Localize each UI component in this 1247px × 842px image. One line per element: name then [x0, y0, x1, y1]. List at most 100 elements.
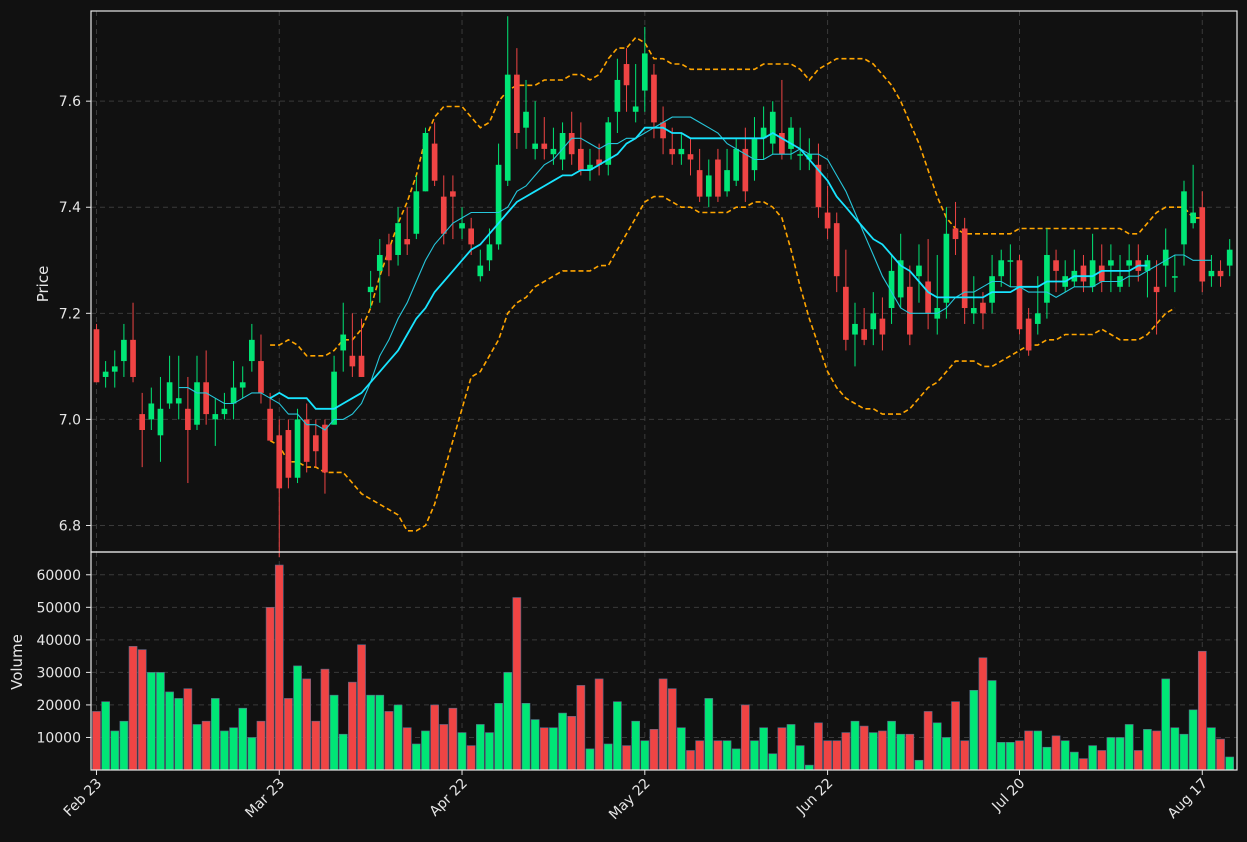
volume-bar — [274, 564, 284, 771]
volume-bar — [165, 691, 174, 771]
volume-bars — [92, 564, 1235, 771]
volume-bar — [1042, 746, 1052, 771]
volume-bar — [1161, 678, 1171, 771]
volume-bar — [503, 672, 513, 771]
volume-tick-label: 10000 — [36, 730, 81, 746]
candle-body — [194, 382, 200, 425]
volume-bar — [110, 730, 120, 771]
candle-body — [1034, 313, 1041, 324]
volume-bar — [1033, 730, 1043, 771]
candle-body — [157, 408, 164, 436]
volume-bar — [256, 720, 266, 771]
candle-body — [806, 154, 813, 160]
volume-bar — [1024, 730, 1033, 771]
candle-body — [276, 435, 283, 489]
candle-body — [121, 339, 127, 362]
candle-body — [1190, 212, 1196, 224]
volume-bar — [613, 701, 622, 771]
candle-body — [358, 355, 365, 377]
volume-bar — [137, 649, 147, 771]
volume-bar — [1006, 742, 1015, 771]
candle-body — [897, 260, 904, 298]
candle-body — [651, 74, 657, 123]
volume-bar — [768, 753, 778, 771]
volume-bar — [1188, 709, 1198, 771]
price-axis-label: Price — [34, 266, 52, 303]
candle-body — [687, 154, 694, 160]
volume-bar — [713, 740, 723, 771]
volume-bar — [649, 729, 659, 771]
candle-body — [623, 64, 630, 86]
volume-bar — [521, 702, 531, 771]
volume-bar — [119, 720, 129, 771]
sma-fast-line — [178, 116, 1212, 431]
volume-bar — [192, 724, 202, 771]
candle-body — [495, 164, 502, 245]
volume-bar — [412, 743, 421, 771]
volume-bar — [823, 740, 832, 771]
volume-bar — [311, 720, 321, 771]
candle-body — [1044, 254, 1050, 303]
volume-bar — [987, 680, 997, 771]
volume-axis-label: Volume — [8, 634, 26, 690]
volume-bar — [695, 740, 704, 771]
candle-body — [779, 132, 785, 155]
volume-bar — [594, 678, 604, 771]
candle-body — [221, 408, 228, 415]
candle-body — [879, 318, 886, 335]
volume-bar — [539, 727, 549, 771]
volume-bar — [868, 732, 878, 771]
candle-body — [815, 164, 822, 208]
candle-body — [906, 286, 913, 335]
volume-bar — [1106, 737, 1116, 771]
candle-body — [1181, 191, 1187, 245]
volume-bar — [658, 678, 668, 771]
candle-body — [705, 175, 712, 197]
volume-bar — [923, 711, 933, 771]
candle-body — [559, 132, 566, 160]
candle-body — [852, 323, 858, 335]
candle-body — [1162, 249, 1169, 266]
candle-body — [641, 53, 648, 91]
candle-body — [523, 111, 529, 128]
candle-body — [550, 148, 557, 155]
volume-bar — [293, 665, 302, 771]
candle-body — [166, 382, 173, 404]
price-tick-label: 7.2 — [59, 306, 81, 322]
volume-bar — [210, 698, 220, 771]
volume-bar — [201, 720, 211, 771]
volume-bar — [229, 727, 238, 771]
candle-body — [724, 170, 730, 192]
candle-body — [961, 228, 968, 309]
volume-bar — [329, 694, 339, 771]
candle-body — [1053, 260, 1059, 271]
candle-body — [285, 430, 292, 478]
volume-bar — [585, 748, 595, 771]
candle-body — [102, 371, 109, 377]
volume-bar — [905, 733, 915, 771]
candle-body — [93, 329, 100, 383]
price-tick-label: 7.0 — [59, 412, 81, 428]
candle-body — [431, 143, 438, 181]
candle-body — [1199, 207, 1206, 282]
volume-bar — [722, 740, 732, 771]
candle-body — [632, 106, 639, 112]
volume-bar — [969, 689, 979, 771]
candle-body — [578, 148, 584, 171]
candle-body — [751, 138, 758, 171]
candle-body — [386, 244, 392, 261]
volume-bar — [631, 720, 640, 771]
candle-body — [504, 74, 511, 181]
volume-bar — [302, 678, 311, 771]
candlesticks — [93, 16, 1233, 558]
volume-bar — [475, 724, 485, 771]
volume-bar — [686, 750, 695, 771]
volume-bar — [320, 668, 330, 771]
volume-bar — [183, 688, 193, 771]
volume-bar — [393, 704, 403, 771]
candle-body — [1025, 318, 1032, 351]
volume-bar — [1207, 727, 1216, 771]
candle-body — [669, 148, 676, 155]
volume-bar — [978, 657, 988, 771]
volume-bar — [887, 720, 896, 771]
